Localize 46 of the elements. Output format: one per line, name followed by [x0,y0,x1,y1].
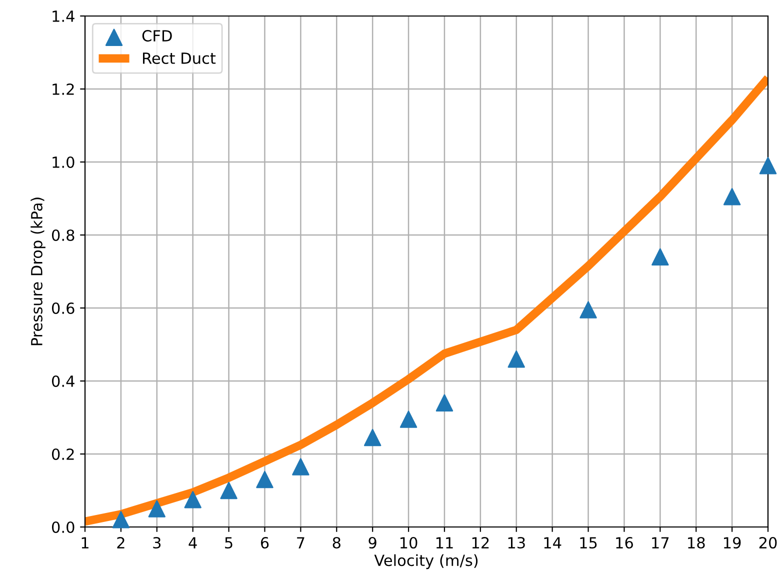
x-tick-label: 9 [368,536,376,549]
x-tick-label: 12 [472,536,489,548]
legend-label: Rect Duct [143,52,216,64]
x-tick-label: 17 [652,537,669,548]
point [184,491,202,508]
x-tick-label: 7 [297,537,304,548]
x-tick-label: 16 [616,536,633,549]
x-tick-label: 2 [117,536,124,548]
legend-label: CFD [142,30,172,42]
x-tick-label: 6 [260,536,269,549]
x-tick-label: 14 [544,537,562,548]
x-axis-title: Velocity (m/s) [374,554,478,570]
y-tick-label: 0.6 [52,302,74,314]
y-tick-label: 1.0 [52,156,74,168]
x-tick-label: 20 [759,536,777,549]
x-tick-label: 13 [508,536,525,549]
point [220,482,238,500]
point [652,248,669,266]
y-axis-title: Pressure Drop (kPa) [30,198,46,346]
x-tick-label: 5 [225,537,232,549]
y-tick-label: 1.4 [52,10,74,22]
point [256,470,274,488]
point [436,394,454,412]
x-tick-label: 10 [400,536,418,549]
point [292,458,310,476]
point [400,410,418,428]
x-tick-label: 18 [688,536,705,549]
y-tick-label: 0.4 [52,375,74,388]
x-tick-label: 8 [332,536,340,549]
point [364,428,382,446]
y-tick-label: 0.0 [52,521,74,534]
x-tick-label: 4 [188,537,197,548]
point [759,157,777,174]
point [723,188,741,206]
x-tick-label: 15 [580,537,597,549]
y-tick-label: 0.8 [52,229,74,242]
x-tick-label: 1 [82,537,88,548]
x-tick-label: 11 [436,537,453,548]
x-tick-label: 3 [153,536,161,549]
y-tick-label: 1.2 [52,83,74,95]
y-tick-label: 0.2 [52,448,74,460]
point [112,511,130,528]
point [148,500,166,518]
point [580,301,597,318]
point [508,350,525,368]
x-tick-label: 19 [724,536,741,549]
